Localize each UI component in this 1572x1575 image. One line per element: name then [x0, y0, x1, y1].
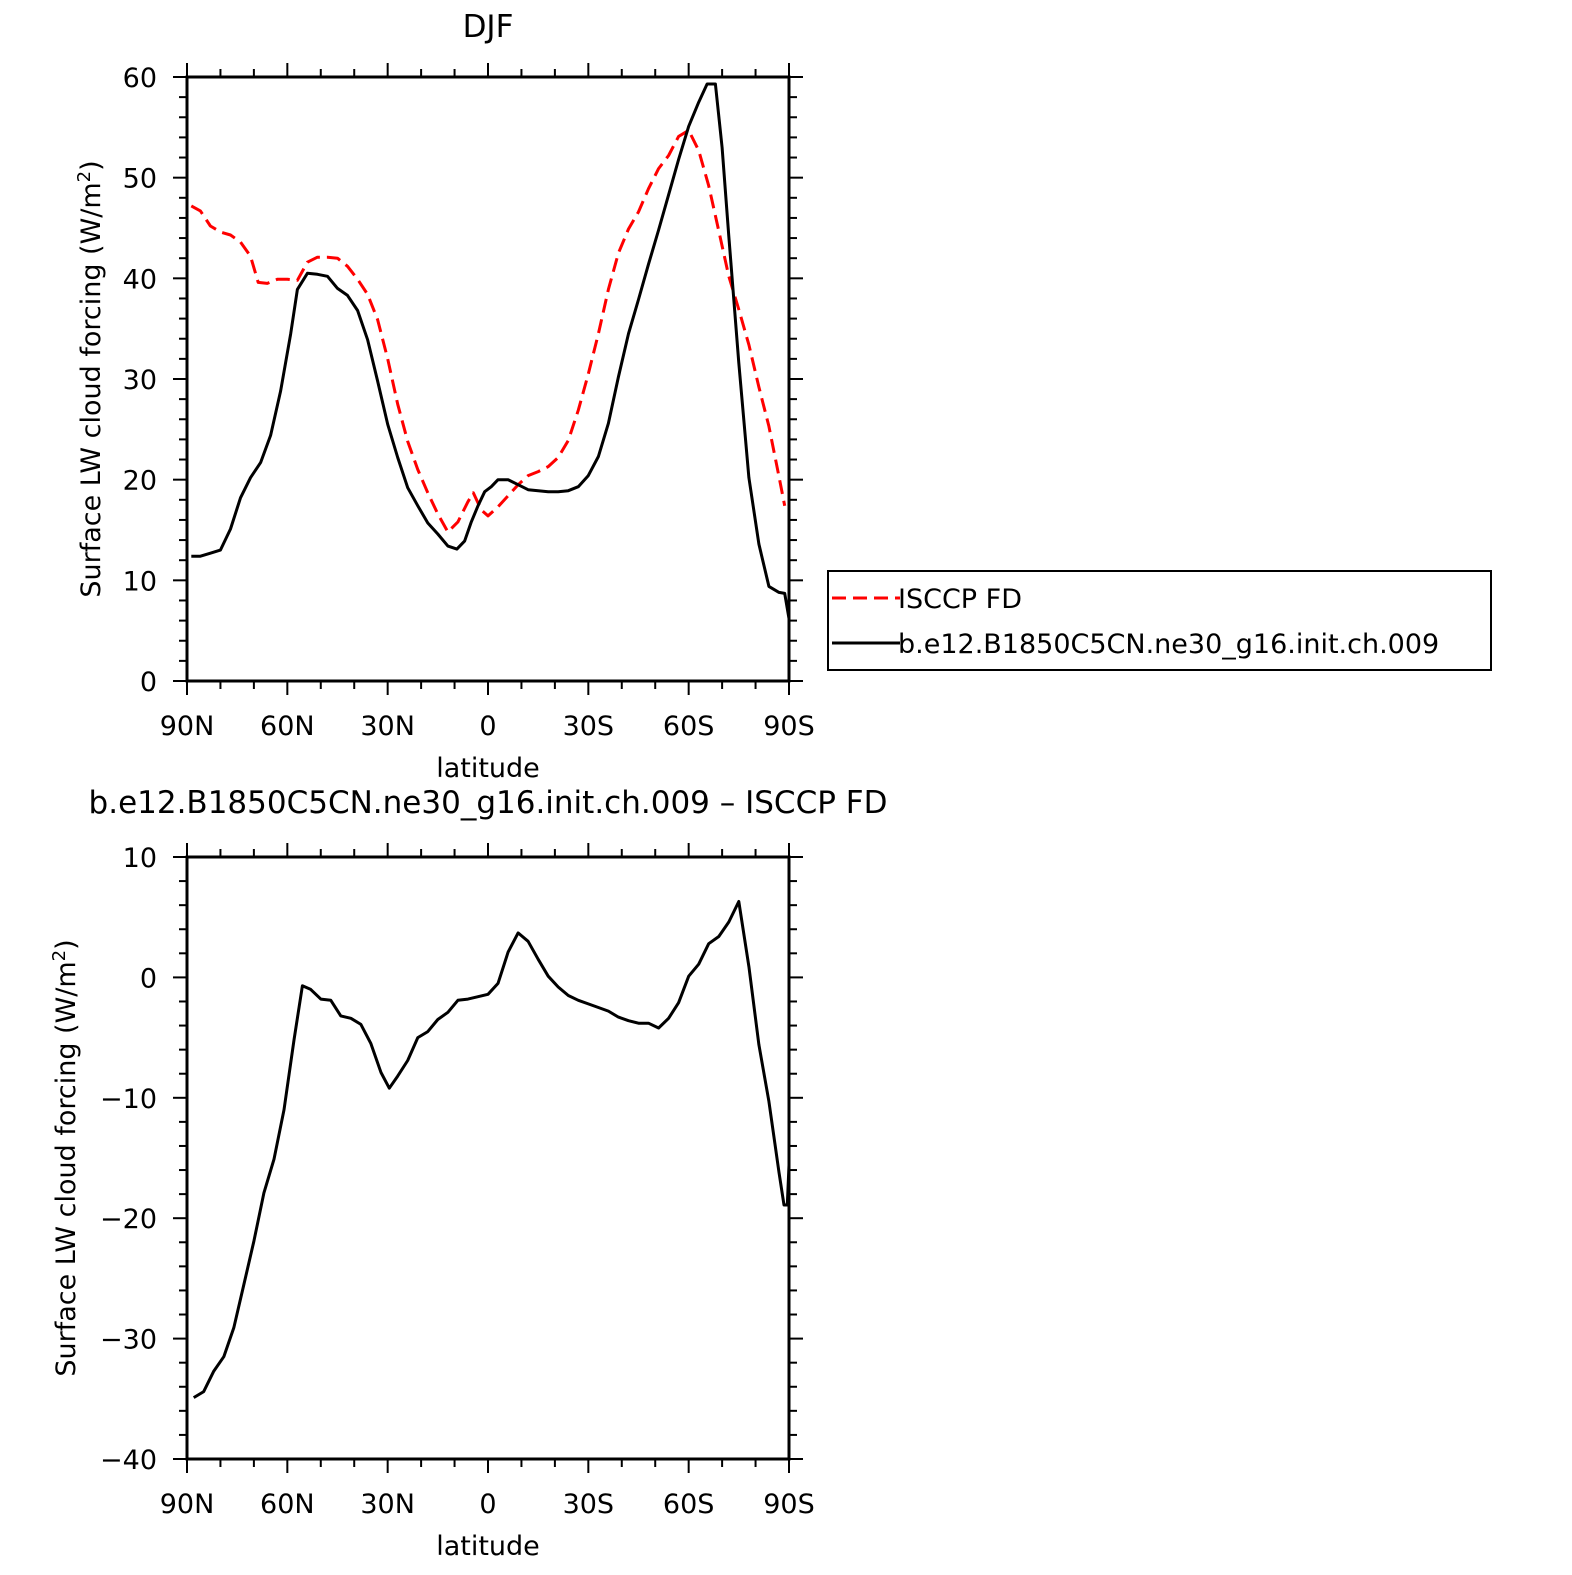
chart-2: b.e12.B1850C5CN.ne30_g16.init.ch.009 – I… — [49, 785, 887, 1562]
y-tick-label: −20 — [100, 1204, 157, 1235]
series-line-2 — [191, 82, 789, 619]
x-tick-label: 60N — [260, 711, 315, 742]
x-tick-label: 30S — [563, 1489, 615, 1520]
x-axis-label: latitude — [436, 1531, 540, 1562]
x-tick-label: 90N — [160, 711, 215, 742]
y-tick-label: 10 — [123, 566, 157, 597]
chart-1: DJF 90N 60N 30N 0 30S 60S 90S 0 10 20 30 40 50 60 latit… — [74, 9, 1492, 784]
x-tick-label: 60N — [260, 1489, 315, 1520]
plot-frame — [185, 75, 791, 683]
x-tick-label: 60S — [663, 711, 715, 742]
y-tick-label: 0 — [140, 667, 157, 698]
series-line-1 — [190, 128, 787, 534]
series-group — [190, 82, 789, 619]
plot-frame — [185, 855, 791, 1461]
x-tick-label: 90N — [160, 1489, 215, 1520]
y-tick-label: 30 — [123, 365, 157, 396]
y-tick-label: −30 — [100, 1325, 157, 1356]
legend-label-1: ISCCP FD — [898, 584, 1022, 615]
chart-title: b.e12.B1850C5CN.ne30_g16.init.ch.009 – I… — [89, 785, 888, 821]
y-axis-label-superscript: 2 — [74, 171, 95, 182]
y-axis-label: Surface LW cloud forcing (W/m2) — [74, 160, 107, 597]
x-tick-label: 60S — [663, 1489, 715, 1520]
series-group — [192, 900, 789, 1399]
x-tick-label: 30S — [563, 711, 615, 742]
x-axis-label: latitude — [436, 753, 540, 784]
tick-marks — [173, 63, 803, 695]
y-tick-label: 20 — [123, 466, 157, 497]
legend-label-2: b.e12.B1850C5CN.ne30_g16.init.ch.009 — [898, 629, 1439, 660]
y-axis-label-main: Surface LW cloud forcing (W/m — [76, 182, 107, 597]
y-axis-label-end: ) — [76, 160, 107, 171]
y-tick-label: 40 — [123, 264, 157, 295]
legend: ISCCP FD b.e12.B1850C5CN.ne30_g16.init.ch… — [827, 570, 1492, 671]
x-tick-label: 30N — [360, 711, 415, 742]
x-tick-label: 0 — [479, 1489, 496, 1520]
y-tick-label: 60 — [123, 63, 157, 94]
y-axis-label: Surface LW cloud forcing (W/m2) — [49, 939, 82, 1376]
y-axis-label-end: ) — [51, 939, 82, 950]
tick-marks — [173, 843, 803, 1473]
y-tick-label: 10 — [123, 843, 157, 874]
legend-box — [827, 570, 1492, 671]
chart-title: DJF — [463, 9, 514, 45]
x-tick-label: 30N — [360, 1489, 415, 1520]
x-tick-label: 0 — [479, 711, 496, 742]
y-tick-label: 0 — [140, 963, 157, 994]
y-tick-label: −40 — [100, 1445, 157, 1476]
x-tick-label: 90S — [763, 1489, 815, 1520]
y-tick-label: 50 — [123, 164, 157, 195]
y-tick-label: −10 — [100, 1084, 157, 1115]
y-axis-label-main: Surface LW cloud forcing (W/m — [51, 961, 82, 1376]
y-axis-label-superscript: 2 — [49, 950, 70, 961]
x-tick-label: 90S — [763, 711, 815, 742]
series-line-1 — [192, 900, 789, 1399]
